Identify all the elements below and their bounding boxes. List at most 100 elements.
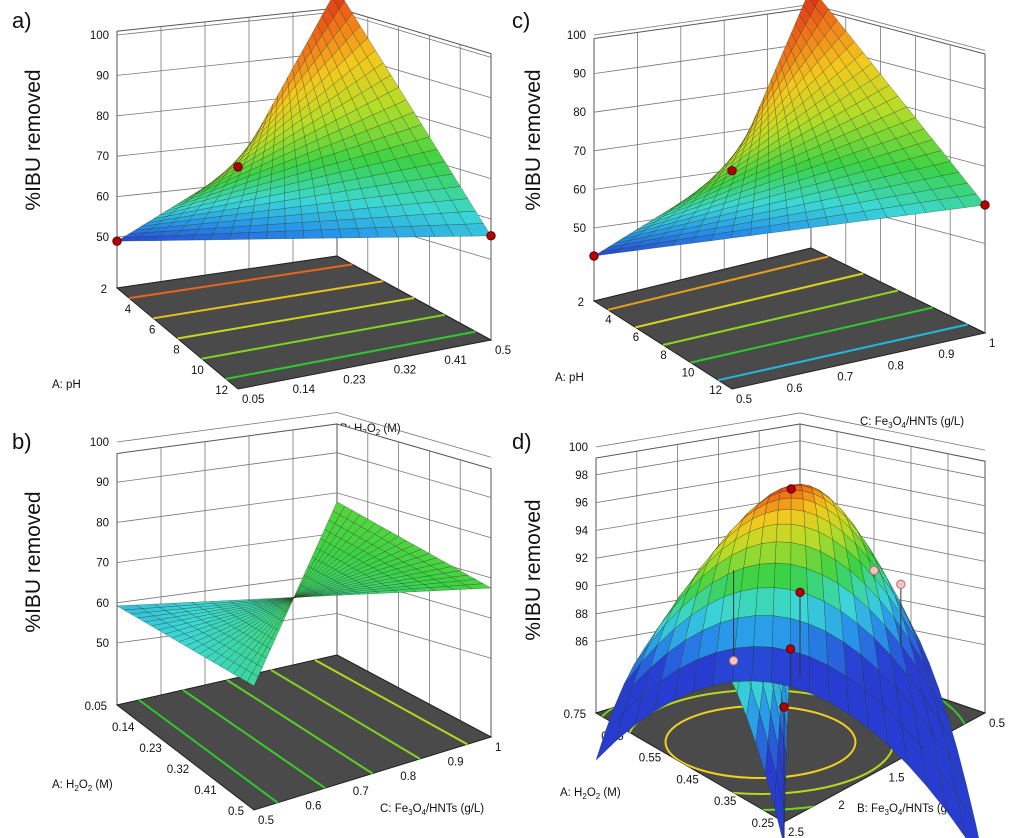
surface-cell (734, 615, 756, 649)
design-point (785, 644, 796, 654)
response-surface (116, 501, 492, 687)
x-tick-label: 0.35 (714, 796, 736, 808)
surface-cell (266, 230, 286, 240)
y-tick-label: 0.5 (495, 345, 511, 357)
z-tick-label: 80 (96, 517, 109, 529)
contour-line (225, 330, 476, 380)
contour-line (177, 297, 415, 340)
y-tick-label: 0.5 (258, 815, 274, 827)
x-axis-label: A: H2O2 (M) (52, 779, 113, 793)
response-surface (595, 483, 979, 838)
z-tick-label: 80 (573, 107, 586, 119)
x-tick-label: 0.5 (228, 806, 244, 818)
surface-cell (772, 587, 791, 619)
panel-letter: a) (12, 8, 32, 33)
surface-cell (267, 215, 286, 225)
x-tick-label: 10 (682, 367, 695, 379)
x-tick-label: 10 (191, 365, 204, 377)
contour-floor (592, 247, 987, 390)
design-point (795, 587, 805, 597)
z-tick-label: 100 (90, 437, 109, 449)
design-point (786, 484, 796, 494)
design-point (727, 166, 737, 176)
z-tick-label: 100 (569, 442, 588, 454)
z-tick-label: 50 (573, 223, 586, 235)
grid-line (595, 412, 986, 451)
contour-floor (115, 255, 493, 390)
surface-cell (777, 497, 792, 511)
z-axis-label: %IBU removed (22, 69, 45, 210)
contour-line (270, 669, 421, 760)
panel-letter: b) (12, 429, 32, 454)
design-point (869, 565, 879, 576)
z-axis-label: %IBU removed (522, 69, 545, 210)
y-tick-label: 0.8 (888, 360, 904, 372)
grid-line (116, 492, 492, 539)
z-tick-label: 88 (575, 609, 588, 621)
surface-cell (212, 226, 234, 235)
z-tick-label: 70 (573, 146, 586, 158)
contour-line (314, 659, 468, 746)
x-tick-label: 0.14 (112, 722, 135, 734)
surface-cell (774, 541, 792, 565)
contour-line (717, 323, 968, 382)
z-tick-label: 50 (96, 232, 109, 244)
x-tick-label: 4 (125, 304, 132, 316)
surface-cell (284, 214, 303, 224)
x-tick-label: 0.75 (564, 709, 586, 721)
z-tick-label: 70 (96, 558, 109, 570)
design-point (589, 251, 599, 261)
x-axis-label: A: H2O2 (M) (560, 787, 621, 801)
surface-cell (316, 202, 336, 214)
contour-line (201, 313, 445, 360)
design-point (779, 702, 789, 712)
z-tick-label: 92 (575, 553, 588, 565)
surface-cell (228, 232, 250, 240)
y-tick-label: 1.5 (889, 773, 905, 785)
y-tick-label: 0.14 (293, 384, 316, 396)
z-axis-label: %IBU removed (22, 491, 45, 632)
x-tick-label: 0.25 (752, 818, 774, 830)
surface-cell (790, 523, 806, 546)
surface-cell (751, 646, 773, 683)
design-point (896, 579, 906, 590)
surface-cell (230, 225, 251, 234)
surface-cell (248, 224, 268, 233)
z-tick-label: 96 (575, 498, 588, 510)
z-tick-label: 100 (567, 30, 586, 42)
design-point (112, 236, 122, 246)
y-tick-label: 2 (838, 800, 844, 812)
contour-lines (138, 659, 468, 804)
contour-lines (607, 255, 968, 382)
wall-grid (595, 412, 986, 701)
surface-cell (790, 497, 805, 512)
surface-cell (284, 222, 304, 232)
surface-cell (332, 200, 352, 212)
surface-cell (348, 198, 369, 210)
z-tick-label: 98 (575, 470, 588, 482)
surface-cell (336, 218, 358, 230)
surface-cell (210, 233, 232, 241)
surface-cell (790, 542, 807, 569)
response-surface (593, 0, 986, 257)
z-tick-label: 60 (96, 598, 109, 610)
surface-cell (338, 228, 361, 239)
y-tick-label: 1 (989, 338, 995, 350)
x-tick-label: 2 (578, 297, 584, 309)
x-tick-label: 6 (149, 324, 155, 336)
contour-line (153, 280, 384, 320)
contour-line (182, 689, 326, 789)
surface-cell (755, 587, 775, 616)
surface-cell (351, 207, 372, 220)
x-tick-label: 2 (101, 284, 107, 296)
z-tick-label: 90 (96, 477, 109, 489)
z-tick-label: 90 (96, 70, 109, 82)
y-tick-label: 0.8 (400, 771, 416, 783)
surface-cell (753, 615, 774, 648)
z-axis-label: %IBU removed (522, 499, 545, 640)
x-tick-label: 4 (605, 315, 612, 327)
x-tick-label: 0.23 (139, 743, 161, 755)
surface-cell (301, 212, 320, 223)
y-tick-label: 0.5 (989, 718, 1005, 730)
